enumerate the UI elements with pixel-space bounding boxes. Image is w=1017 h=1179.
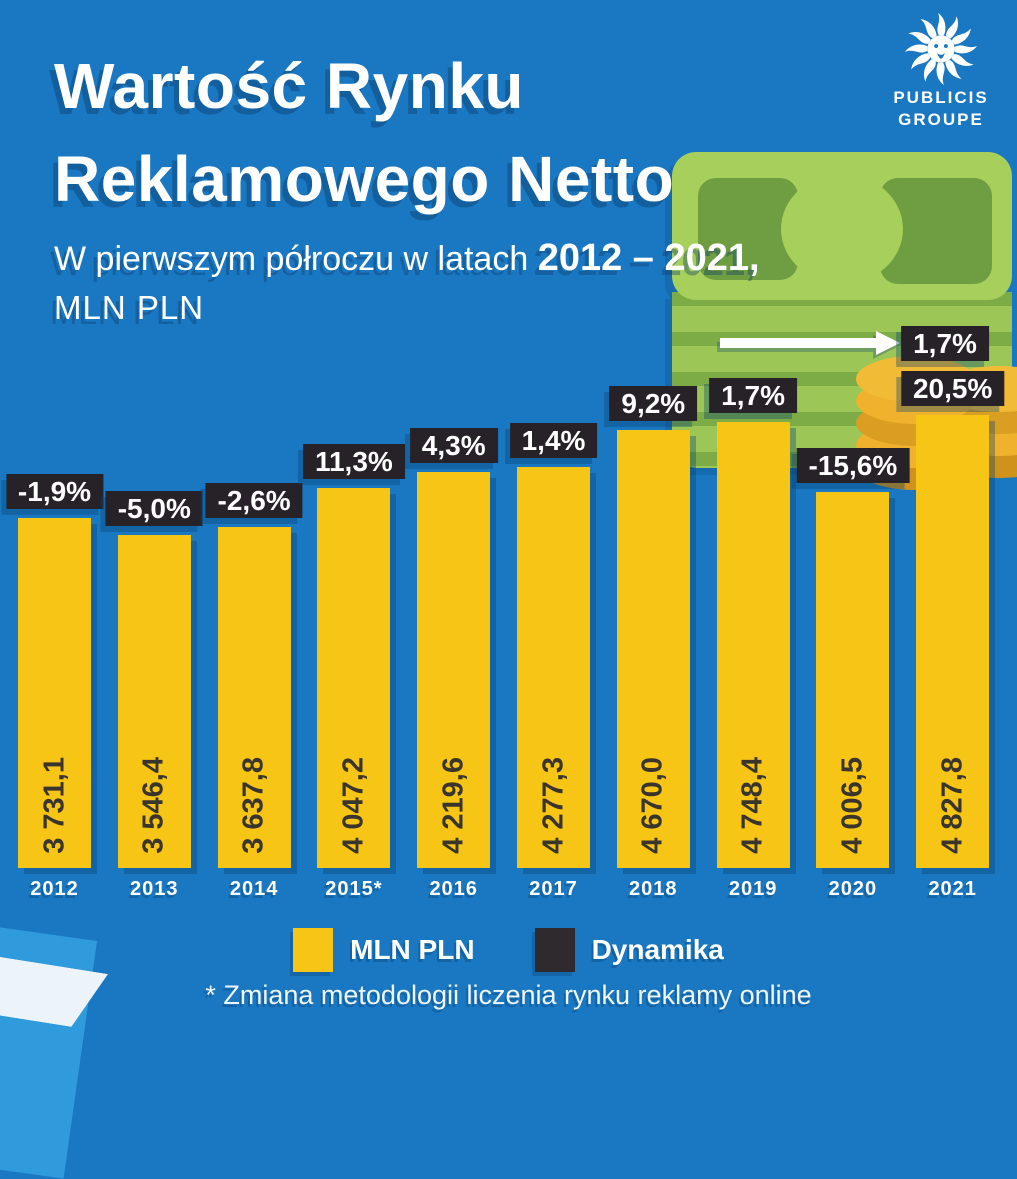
legend-label-dynamika: Dynamika [591,934,724,965]
title-line-1: Wartość Rynku [54,50,524,122]
bar-2017: 4 277,3 [517,467,590,868]
legend-swatch-dynamika [534,928,575,972]
bar-chart: 3 731,1 -1,9% 2012 3 546,4 -5,0% 2013 3 637,8 -… [5,371,1005,900]
bar-2015: 4 047,2 [317,488,391,868]
bar-value-label: 4 277,3 [537,757,569,854]
bar-value-label: 3 637,8 [237,757,270,854]
trend-arrow-icon [720,331,900,355]
x-axis-label-2017: 2017 [529,878,578,900]
dynamics-badge-2017: 1,4% [509,423,598,458]
x-axis-label-2020: 2020 [828,878,878,900]
x-axis-label-2012: 2012 [30,878,79,900]
x-axis-label-2013: 2013 [130,878,179,900]
dynamics-badge-2020: -15,6% [796,448,910,483]
bar-2013: 3 546,4 [117,535,191,868]
bar-2014: 3 637,8 [217,527,291,868]
bar-value-label: 3 546,4 [137,757,170,854]
x-axis-label-2014: 2014 [229,878,279,900]
bar-value-label: 3 731,1 [38,757,70,854]
bar-value-label: 4 670,0 [636,757,669,854]
subtitle-regular: W pierwszym półroczu w latach [54,240,538,278]
banknote-center-circle [781,174,903,284]
dynamics-badge-2019: 1,7% [709,378,798,413]
dynamics-badge-2015: 11,3% [302,444,405,479]
bar-value-label: 4 006,5 [836,757,869,854]
logo-text-line-2: GROUPE [898,110,984,129]
bar-2012: 3 731,1 [18,518,91,868]
publicis-lion-icon [875,8,1007,86]
bar-value-label: 4 827,8 [936,757,969,854]
x-axis-label-2019: 2019 [728,878,778,900]
banknote-top-face [672,152,1012,300]
unit-label: MLN PLN [54,289,205,326]
page-title: Wartość Rynku Reklamowego Netto [54,40,760,226]
dynamics-badge-2021: 20,5% [900,371,1005,406]
bar-2019: 4 748,4 [716,422,790,868]
subtitle-years: 2012 – 2021, [537,237,760,279]
header: Wartość Rynku Reklamowego Netto W pierws… [54,40,760,327]
x-axis-label-2021: 2021 [928,878,977,900]
bar-2018: 4 670,0 [616,430,690,868]
legend-item-mln-pln: MLN PLN [293,928,475,972]
publicis-groupe-logo: PUBLICIS GROUPE [875,8,1007,130]
trend-annotation-badge: 1,7% [901,326,989,361]
logo-text-line-1: PUBLICIS [893,88,989,107]
legend-swatch-mln-pln [293,928,334,972]
bar-value-label: 4 219,6 [437,757,470,854]
dynamics-badge-2012: -1,9% [5,474,104,509]
subtitle: W pierwszym półroczu w latach 2012 – 202… [54,234,760,283]
dynamics-badge-2018: 9,2% [609,386,698,421]
legend-label-mln-pln: MLN PLN [350,934,475,965]
dynamics-badge-2014: -2,6% [205,483,303,518]
bar-value-label: 4 748,4 [736,757,769,854]
bar-2020: 4 006,5 [816,492,890,868]
bar-2016: 4 219,6 [417,472,491,868]
dynamics-badge-2016: 4,3% [409,428,498,463]
x-axis-label-2016: 2016 [429,878,478,900]
banknote-stack-illustration [672,152,1012,468]
legend-item-dynamika: Dynamika [534,928,724,972]
footnote: * Zmiana metodologii liczenia rynku rekl… [205,980,812,1010]
x-axis-label-2015: 2015* [325,878,383,900]
x-axis-label-2018: 2018 [629,878,678,900]
legend: MLN PLN Dynamika [0,928,1017,972]
dynamics-badge-2013: -5,0% [105,491,203,526]
title-line-2: Reklamowego Netto [54,143,675,215]
bar-2021: 4 827,8 [916,415,990,868]
bar-value-label: 4 047,2 [337,757,370,854]
